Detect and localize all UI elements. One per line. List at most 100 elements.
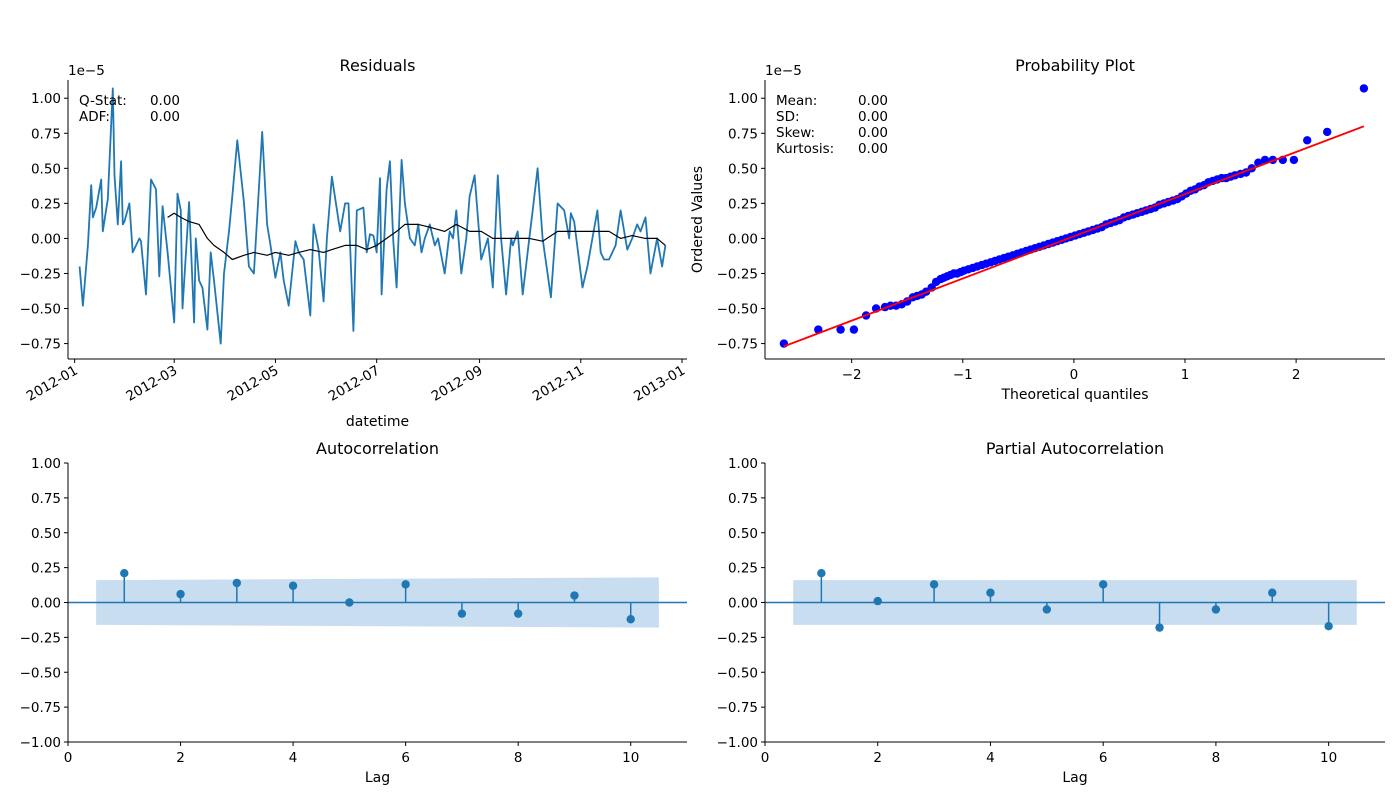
stem-marker [570,591,579,600]
residuals-line [78,87,667,345]
x-tick-label: 0 [1070,367,1079,383]
y-tick-label: −0.75 [20,700,61,716]
y-tick-label: −0.50 [717,665,758,681]
x-tick-label: 2012-09 [429,363,486,405]
stem-marker [873,596,882,606]
y-tick-label: 0.75 [31,126,61,142]
panel-title: Partial Autocorrelation [986,439,1164,458]
panel-title: Residuals [340,56,416,75]
x-tick-label: 1 [1181,367,1190,383]
x-tick-label: 2012-01 [24,363,81,405]
y-tick-label: 1.00 [31,91,61,107]
y-tick-label: −0.75 [717,337,758,353]
rolling-mean-line [167,212,666,261]
x-tick-label: 2 [176,750,185,766]
quantile-point [849,325,859,334]
annotation-value: 0.00 [858,109,888,125]
x-tick-label: 2013-01 [631,363,688,405]
annotation-value: 0.00 [858,141,888,157]
x-tick-label: 2 [1292,367,1301,383]
x-tick-label: 2012-03 [123,363,180,405]
y-tick-label: 1.00 [728,456,758,472]
x-axis-label: Lag [1062,770,1087,786]
x-tick-label: 2012-05 [225,363,282,405]
stem-marker [626,615,635,624]
y-scale-offset-label: 1e−5 [68,63,105,79]
stem-marker [513,609,523,618]
y-tick-label: 0.50 [31,526,61,542]
quantile-point [1289,155,1299,165]
stem-marker [176,589,185,599]
x-tick-label: 4 [986,750,995,766]
y-tick-label: 0.75 [728,126,758,142]
y-tick-label: 0.00 [728,231,758,247]
stem-marker [401,580,410,589]
stem-marker [232,578,242,588]
stem-marker [986,588,995,597]
annotation-label: Kurtosis: [776,141,834,157]
x-tick-label: 2 [873,750,882,766]
x-tick-label: 2012-07 [326,363,383,405]
x-tick-label: 8 [1212,750,1221,766]
y-tick-label: −0.25 [20,266,61,282]
y-tick-label: 0.00 [31,231,61,247]
panel-stem-3: Partial Autocorrelation −1.00 −0.75 −0.50 −0… [717,439,1385,786]
y-tick-label: 0.00 [31,596,61,612]
stem-marker [1155,623,1164,632]
x-tick-label: 10 [1320,750,1337,766]
fit-line [783,125,1365,348]
y-tick-label: 0.75 [728,491,758,507]
annotation-label: ADF: [79,109,110,125]
stem-marker [1268,588,1277,597]
quantile-point [836,325,845,334]
quantile-point [779,339,789,348]
y-tick-label: −0.50 [717,302,758,318]
y-scale-offset-label: 1e−5 [765,63,802,79]
panel-scatter-1: Probability Plot −0.75 −0.50 −0.25 0.00 0.25 0… [690,56,1385,403]
y-tick-label: −0.25 [717,630,758,646]
y-tick-label: −0.50 [20,665,61,681]
x-tick-label: 4 [289,750,298,766]
annotation-value: 0.00 [858,93,888,109]
y-tick-label: −0.75 [717,700,758,716]
x-tick-label: 0 [761,750,770,766]
x-tick-label: 6 [1099,750,1108,766]
stem-marker [929,580,939,589]
y-tick-label: 0.50 [31,161,61,177]
stem-marker [1211,605,1221,614]
y-tick-label: −1.00 [717,735,758,751]
annotation-value: 0.00 [150,93,180,109]
quantile-point [1303,136,1312,145]
x-tick-label: 8 [514,750,523,766]
y-tick-label: −0.25 [20,630,61,646]
y-tick-label: 1.00 [31,456,61,472]
quantile-point [1323,127,1332,137]
annotation-label: Mean: [776,93,817,109]
annotation-value: 0.00 [150,109,180,125]
x-axis-label: Lag [365,770,390,786]
y-tick-label: 0.00 [728,596,758,612]
stem-marker [120,569,129,578]
y-tick-label: 0.75 [31,491,61,507]
x-tick-label: 6 [401,750,410,766]
y-tick-label: 0.25 [728,196,758,212]
y-tick-label: −1.00 [20,735,61,751]
quantile-point [1260,155,1270,165]
y-tick-label: 1.00 [728,91,758,107]
x-tick-label: 0 [64,750,73,766]
x-tick-label: 2012-11 [530,363,587,405]
quantile-point [1359,84,1369,93]
stem-marker [288,581,298,590]
panel-stem-2: Autocorrelation −1.00 −0.75 −0.50 −0.25 0.00 0… [20,439,687,786]
annotation-label: Q-Stat: [79,93,127,109]
x-tick-label: 10 [622,750,639,766]
x-axis-label: Theoretical quantiles [1000,387,1148,403]
y-tick-label: −0.25 [717,266,758,282]
stem-marker [1098,580,1108,589]
y-axis-label: Ordered Values [690,166,706,273]
x-tick-label: −2 [842,367,862,383]
y-tick-label: 0.25 [728,561,758,577]
y-tick-label: −0.50 [20,302,61,318]
y-tick-label: −0.75 [20,337,61,353]
annotation-label: Skew: [776,125,815,141]
